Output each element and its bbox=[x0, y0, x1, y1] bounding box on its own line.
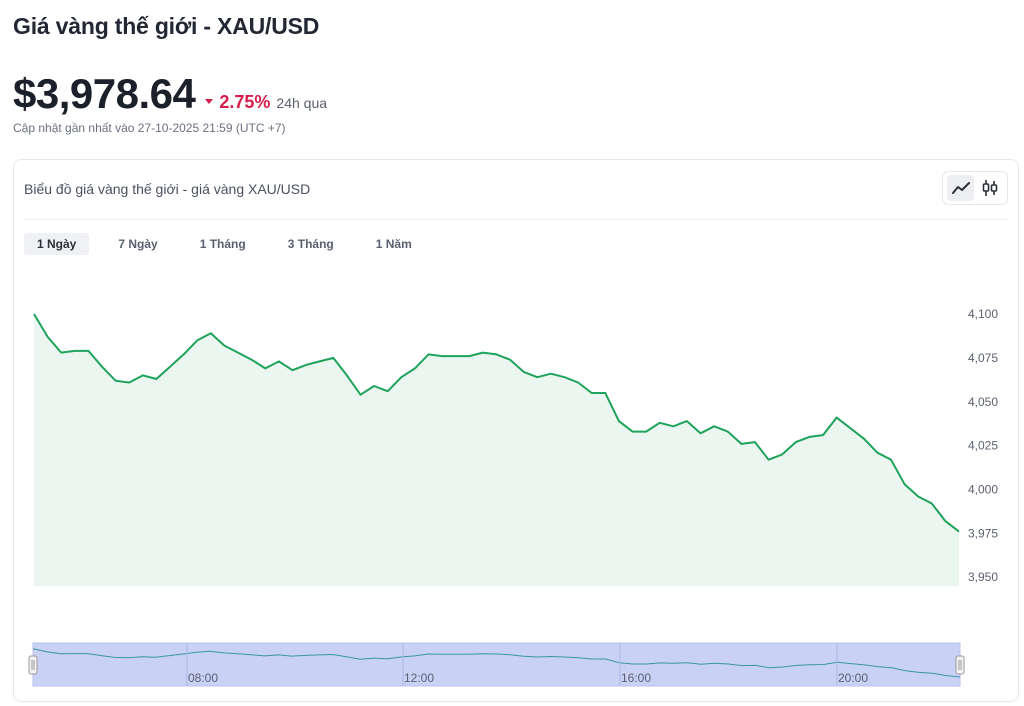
tab-3-months[interactable]: 3 Tháng bbox=[287, 237, 334, 251]
tab-1-year[interactable]: 1 Năm bbox=[375, 237, 412, 251]
range-tabs: 1 Ngày 7 Ngày 1 Tháng 3 Tháng 1 Năm bbox=[24, 233, 441, 255]
change-percent: 2.75% bbox=[219, 92, 271, 112]
line-chart-button[interactable] bbox=[947, 175, 974, 201]
y-tick-label: 4,100 bbox=[968, 307, 998, 321]
tab-1-day[interactable]: 1 Ngày bbox=[24, 233, 90, 255]
y-tick-label: 4,050 bbox=[968, 395, 998, 409]
caret-down-icon bbox=[205, 99, 214, 104]
line-chart-icon bbox=[951, 182, 970, 194]
navigator-x-tick: 16:00 bbox=[621, 671, 651, 685]
y-tick-label: 4,000 bbox=[968, 482, 998, 496]
y-tick-label: 4,075 bbox=[968, 351, 998, 365]
navigator-x-tick: 20:00 bbox=[838, 671, 868, 685]
chart-type-toggle bbox=[942, 171, 1008, 205]
page-title: Giá vàng thế giới - XAU/USD bbox=[13, 13, 320, 39]
chart-title: Biểu đồ giá vàng thế giới - giá vàng XAU… bbox=[24, 181, 311, 197]
navigator-right-handle[interactable] bbox=[955, 655, 965, 675]
price-row: $3,978.64 2.75% 24h qua bbox=[13, 70, 327, 118]
navigator-x-tick: 12:00 bbox=[404, 671, 434, 685]
candlestick-button[interactable] bbox=[976, 175, 1003, 201]
last-updated: Cập nhật gần nhất vào 27-10-2025 21:59 (… bbox=[13, 121, 286, 135]
current-price: $3,978.64 bbox=[13, 70, 196, 117]
price-line bbox=[33, 313, 960, 533]
y-tick-label: 4,025 bbox=[968, 439, 998, 453]
tab-7-days[interactable]: 7 Ngày bbox=[118, 237, 158, 251]
change-period: 24h qua bbox=[276, 95, 328, 111]
navigator-left-handle[interactable] bbox=[28, 655, 38, 675]
price-area bbox=[34, 314, 959, 586]
navigator-x-tick: 08:00 bbox=[188, 671, 218, 685]
tab-1-month[interactable]: 1 Tháng bbox=[199, 237, 246, 251]
y-tick-label: 3,975 bbox=[968, 526, 998, 540]
y-tick-label: 3,950 bbox=[968, 570, 998, 584]
card-divider bbox=[24, 219, 1008, 220]
price-change: 2.75% 24h qua bbox=[205, 92, 327, 113]
navigator-line bbox=[32, 648, 961, 678]
candlestick-icon bbox=[982, 180, 997, 196]
